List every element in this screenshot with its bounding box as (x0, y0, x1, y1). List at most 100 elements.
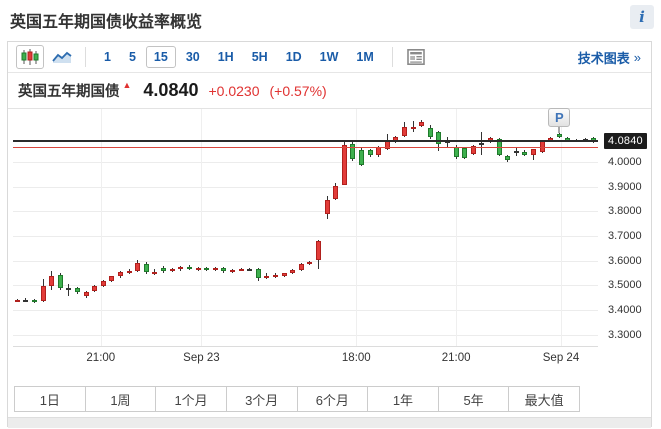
candle (126, 270, 132, 273)
interval-button-1D[interactable]: 1D (285, 50, 302, 64)
candlestick-type-button[interactable] (16, 45, 44, 69)
candle (367, 150, 373, 156)
y-axis-label: 3.7000 (608, 230, 642, 242)
candle (341, 145, 347, 185)
range-button[interactable]: 最大值 (508, 386, 580, 412)
candlestick-icon (21, 49, 39, 65)
candle (315, 241, 321, 261)
x-axis-label: Sep 24 (542, 352, 580, 364)
grid-line-vertical (356, 109, 358, 346)
range-button[interactable]: 1个月 (155, 386, 227, 412)
grid-line-horizontal (13, 162, 598, 163)
price-change-percent: (+0.57%) (269, 82, 327, 99)
interval-button-1[interactable]: 1 (104, 50, 111, 64)
line-chart-icon (52, 51, 72, 63)
interval-button-15[interactable]: 15 (145, 46, 176, 68)
candle-wick (412, 120, 414, 132)
grid-line-horizontal (13, 236, 598, 237)
interval-button-5H[interactable]: 5H (251, 50, 268, 64)
y-axis-label: 3.5000 (608, 279, 642, 292)
candle (358, 149, 364, 165)
candle (75, 288, 80, 293)
candle (410, 127, 416, 129)
candle (247, 268, 253, 271)
candle (427, 127, 433, 138)
price-change: +0.0230 (208, 82, 260, 99)
grid-line-vertical (201, 109, 203, 346)
news-button[interactable] (402, 45, 430, 69)
interval-button-1M[interactable]: 1M (356, 50, 374, 64)
candle (186, 266, 192, 270)
toolbar-divider (85, 47, 86, 67)
candle (66, 287, 72, 290)
range-button[interactable]: 1日 (14, 386, 86, 412)
candle (401, 127, 407, 136)
toolbar-divider (391, 47, 393, 67)
candle (556, 133, 562, 137)
candle (324, 200, 330, 214)
line-type-button[interactable] (48, 45, 76, 69)
y-axis-label: 3.8000 (608, 205, 642, 218)
interval-button-1W[interactable]: 1W (319, 50, 339, 64)
interval-button-1H[interactable]: 1H (217, 50, 234, 64)
candle (264, 275, 270, 279)
candle (57, 274, 63, 288)
candle (40, 286, 46, 302)
x-axis-label: 21:00 (441, 352, 471, 364)
candle (169, 268, 175, 272)
candle (118, 271, 123, 277)
candle (333, 185, 339, 200)
candle (221, 268, 227, 272)
candle (229, 269, 235, 273)
y-axis-label: 3.4000 (608, 304, 642, 316)
candle (505, 155, 511, 160)
current-price-line (13, 140, 598, 143)
price-flag[interactable]: P (548, 107, 571, 127)
range-button[interactable]: 5年 (437, 386, 510, 412)
candle (479, 143, 485, 146)
candle (135, 263, 141, 271)
candle (212, 268, 218, 271)
candle (109, 276, 115, 282)
quote-row: 英国五年期国债 ▲ 4.0840 +0.0230 (+0.57%) (8, 73, 651, 109)
price-flag-stem (558, 126, 561, 133)
chart-toolbar: 1 5 15 30 1H 5H 1D 1W 1M 技术图表 » (8, 42, 651, 73)
candle (496, 138, 502, 155)
plot-area[interactable] (13, 109, 598, 347)
price-flag-label: P (554, 109, 564, 125)
range-button[interactable]: 6个月 (296, 386, 369, 412)
candle (522, 151, 528, 155)
range-button[interactable]: 1年 (367, 386, 439, 412)
candle (307, 262, 313, 265)
candle (453, 146, 459, 158)
y-axis-label: 3.6000 (608, 254, 642, 267)
page-title: 英国五年期国债收益率概览 (10, 14, 203, 31)
info-button[interactable]: i (630, 5, 654, 29)
grid-line-horizontal (13, 285, 598, 287)
tech-chart-label: 技术图表 (577, 51, 630, 66)
tech-chart-link[interactable]: 技术图表 » (578, 42, 641, 73)
candle (92, 285, 98, 291)
chart-widget: 1 5 15 30 1H 5H 1D 1W 1M 技术图表 » 英国五年期国债 ▲ 4. (7, 41, 652, 428)
candle (255, 269, 261, 279)
grid-line-vertical (100, 109, 102, 346)
interval-button-30[interactable]: 30 (185, 50, 200, 64)
grid-line-horizontal (13, 260, 598, 262)
range-buttons: 1日 1周 1个月 3个月 6个月 1年 5年 最大值 (14, 386, 580, 412)
range-button[interactable]: 3个月 (225, 386, 298, 412)
page-header: 英国五年期国债收益率概览 i (0, 0, 661, 40)
x-axis-label: Sep 23 (183, 352, 220, 364)
candle (83, 291, 89, 297)
candle (161, 267, 167, 271)
interval-button-5[interactable]: 5 (128, 50, 136, 64)
x-axis-label: 21:00 (86, 352, 116, 364)
candle (376, 147, 382, 156)
candle (531, 149, 536, 156)
candle (350, 144, 356, 159)
up-arrow-icon: ▲ (122, 79, 132, 90)
candle (272, 274, 278, 277)
chevron-right-icon: » (633, 50, 641, 65)
candle (143, 263, 149, 273)
range-button[interactable]: 1周 (84, 386, 157, 412)
candle (204, 268, 210, 271)
